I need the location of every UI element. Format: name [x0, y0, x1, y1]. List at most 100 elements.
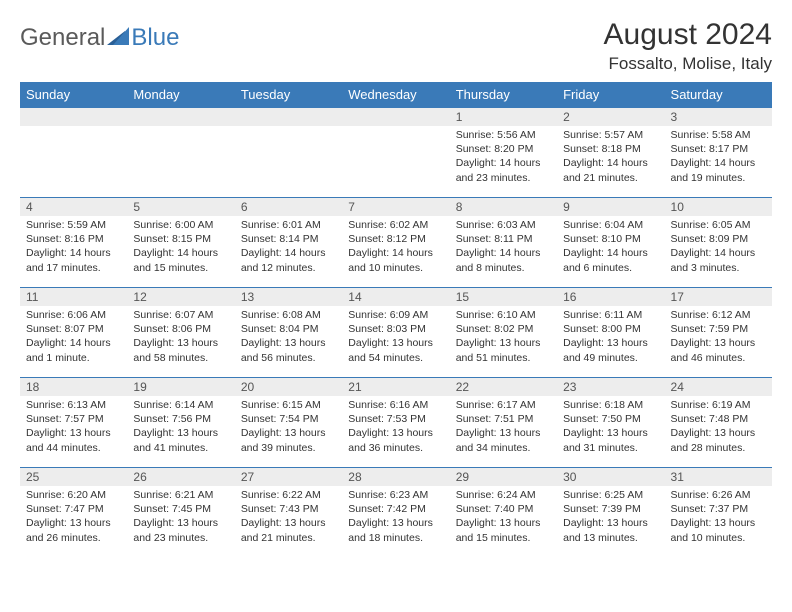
calendar-day-cell: 9Sunrise: 6:04 AMSunset: 8:10 PMDaylight…	[557, 198, 664, 288]
logo-word-1: General	[20, 24, 105, 52]
day-number: 4	[20, 198, 127, 216]
calendar-day-cell: 6Sunrise: 6:01 AMSunset: 8:14 PMDaylight…	[235, 198, 342, 288]
month-title: August 2024	[604, 18, 772, 52]
calendar-day-cell: 31Sunrise: 6:26 AMSunset: 7:37 PMDayligh…	[665, 468, 772, 558]
calendar-day-cell: 11Sunrise: 6:06 AMSunset: 8:07 PMDayligh…	[20, 288, 127, 378]
calendar-day-cell: 3Sunrise: 5:58 AMSunset: 8:17 PMDaylight…	[665, 108, 772, 198]
day-number: 6	[235, 198, 342, 216]
day-content: Sunrise: 6:10 AMSunset: 8:02 PMDaylight:…	[450, 306, 557, 371]
calendar-day-cell: 4Sunrise: 5:59 AMSunset: 8:16 PMDaylight…	[20, 198, 127, 288]
weekday-header: Saturday	[665, 82, 772, 108]
day-content: Sunrise: 6:05 AMSunset: 8:09 PMDaylight:…	[665, 216, 772, 281]
day-content: Sunrise: 6:24 AMSunset: 7:40 PMDaylight:…	[450, 486, 557, 551]
day-number: 24	[665, 378, 772, 396]
calendar-week-row: 4Sunrise: 5:59 AMSunset: 8:16 PMDaylight…	[20, 198, 772, 288]
calendar-week-row: 1Sunrise: 5:56 AMSunset: 8:20 PMDaylight…	[20, 108, 772, 198]
day-number: 31	[665, 468, 772, 486]
weekday-header-row: SundayMondayTuesdayWednesdayThursdayFrid…	[20, 82, 772, 108]
location: Fossalto, Molise, Italy	[604, 54, 772, 74]
day-content: Sunrise: 6:12 AMSunset: 7:59 PMDaylight:…	[665, 306, 772, 371]
day-content: Sunrise: 6:11 AMSunset: 8:00 PMDaylight:…	[557, 306, 664, 371]
calendar-day-cell: 27Sunrise: 6:22 AMSunset: 7:43 PMDayligh…	[235, 468, 342, 558]
calendar-table: SundayMondayTuesdayWednesdayThursdayFrid…	[20, 82, 772, 558]
day-content: Sunrise: 5:58 AMSunset: 8:17 PMDaylight:…	[665, 126, 772, 191]
calendar-day-cell	[235, 108, 342, 198]
day-number: 22	[450, 378, 557, 396]
day-number: 2	[557, 108, 664, 126]
day-number: 9	[557, 198, 664, 216]
calendar-day-cell	[342, 108, 449, 198]
day-content: Sunrise: 6:15 AMSunset: 7:54 PMDaylight:…	[235, 396, 342, 461]
calendar-day-cell: 16Sunrise: 6:11 AMSunset: 8:00 PMDayligh…	[557, 288, 664, 378]
day-content: Sunrise: 6:04 AMSunset: 8:10 PMDaylight:…	[557, 216, 664, 281]
calendar-day-cell: 19Sunrise: 6:14 AMSunset: 7:56 PMDayligh…	[127, 378, 234, 468]
day-number: 21	[342, 378, 449, 396]
day-number: 30	[557, 468, 664, 486]
day-content: Sunrise: 6:17 AMSunset: 7:51 PMDaylight:…	[450, 396, 557, 461]
day-content: Sunrise: 6:26 AMSunset: 7:37 PMDaylight:…	[665, 486, 772, 551]
day-number: 20	[235, 378, 342, 396]
calendar-day-cell: 26Sunrise: 6:21 AMSunset: 7:45 PMDayligh…	[127, 468, 234, 558]
calendar-day-cell: 24Sunrise: 6:19 AMSunset: 7:48 PMDayligh…	[665, 378, 772, 468]
calendar-day-cell	[127, 108, 234, 198]
calendar-week-row: 11Sunrise: 6:06 AMSunset: 8:07 PMDayligh…	[20, 288, 772, 378]
day-number	[342, 108, 449, 126]
day-content: Sunrise: 6:16 AMSunset: 7:53 PMDaylight:…	[342, 396, 449, 461]
day-number: 28	[342, 468, 449, 486]
calendar-day-cell: 13Sunrise: 6:08 AMSunset: 8:04 PMDayligh…	[235, 288, 342, 378]
logo-word-2: Blue	[131, 24, 179, 52]
day-number: 29	[450, 468, 557, 486]
day-content: Sunrise: 6:09 AMSunset: 8:03 PMDaylight:…	[342, 306, 449, 371]
calendar-day-cell: 1Sunrise: 5:56 AMSunset: 8:20 PMDaylight…	[450, 108, 557, 198]
calendar-day-cell: 21Sunrise: 6:16 AMSunset: 7:53 PMDayligh…	[342, 378, 449, 468]
day-content: Sunrise: 5:57 AMSunset: 8:18 PMDaylight:…	[557, 126, 664, 191]
logo: General Blue	[20, 18, 179, 52]
day-content: Sunrise: 5:56 AMSunset: 8:20 PMDaylight:…	[450, 126, 557, 191]
weekday-header: Tuesday	[235, 82, 342, 108]
day-content: Sunrise: 6:20 AMSunset: 7:47 PMDaylight:…	[20, 486, 127, 551]
day-content: Sunrise: 6:13 AMSunset: 7:57 PMDaylight:…	[20, 396, 127, 461]
weekday-header: Sunday	[20, 82, 127, 108]
day-content: Sunrise: 6:22 AMSunset: 7:43 PMDaylight:…	[235, 486, 342, 551]
day-content: Sunrise: 6:07 AMSunset: 8:06 PMDaylight:…	[127, 306, 234, 371]
day-content: Sunrise: 5:59 AMSunset: 8:16 PMDaylight:…	[20, 216, 127, 281]
day-number: 1	[450, 108, 557, 126]
day-number: 12	[127, 288, 234, 306]
day-content: Sunrise: 6:14 AMSunset: 7:56 PMDaylight:…	[127, 396, 234, 461]
calendar-day-cell: 28Sunrise: 6:23 AMSunset: 7:42 PMDayligh…	[342, 468, 449, 558]
calendar-day-cell: 5Sunrise: 6:00 AMSunset: 8:15 PMDaylight…	[127, 198, 234, 288]
day-content: Sunrise: 6:03 AMSunset: 8:11 PMDaylight:…	[450, 216, 557, 281]
calendar-day-cell: 23Sunrise: 6:18 AMSunset: 7:50 PMDayligh…	[557, 378, 664, 468]
day-content: Sunrise: 6:06 AMSunset: 8:07 PMDaylight:…	[20, 306, 127, 371]
day-content: Sunrise: 6:21 AMSunset: 7:45 PMDaylight:…	[127, 486, 234, 551]
title-block: August 2024 Fossalto, Molise, Italy	[604, 18, 772, 74]
day-number: 7	[342, 198, 449, 216]
day-number: 27	[235, 468, 342, 486]
calendar-day-cell: 2Sunrise: 5:57 AMSunset: 8:18 PMDaylight…	[557, 108, 664, 198]
calendar-day-cell: 29Sunrise: 6:24 AMSunset: 7:40 PMDayligh…	[450, 468, 557, 558]
calendar-day-cell: 10Sunrise: 6:05 AMSunset: 8:09 PMDayligh…	[665, 198, 772, 288]
calendar-day-cell: 25Sunrise: 6:20 AMSunset: 7:47 PMDayligh…	[20, 468, 127, 558]
day-content: Sunrise: 6:23 AMSunset: 7:42 PMDaylight:…	[342, 486, 449, 551]
day-number: 11	[20, 288, 127, 306]
calendar-day-cell: 20Sunrise: 6:15 AMSunset: 7:54 PMDayligh…	[235, 378, 342, 468]
day-number: 14	[342, 288, 449, 306]
day-content: Sunrise: 6:08 AMSunset: 8:04 PMDaylight:…	[235, 306, 342, 371]
day-content: Sunrise: 6:18 AMSunset: 7:50 PMDaylight:…	[557, 396, 664, 461]
day-content: Sunrise: 6:19 AMSunset: 7:48 PMDaylight:…	[665, 396, 772, 461]
calendar-day-cell: 7Sunrise: 6:02 AMSunset: 8:12 PMDaylight…	[342, 198, 449, 288]
calendar-day-cell: 22Sunrise: 6:17 AMSunset: 7:51 PMDayligh…	[450, 378, 557, 468]
day-content: Sunrise: 6:02 AMSunset: 8:12 PMDaylight:…	[342, 216, 449, 281]
logo-triangle-icon	[107, 27, 129, 50]
calendar-day-cell: 17Sunrise: 6:12 AMSunset: 7:59 PMDayligh…	[665, 288, 772, 378]
calendar-day-cell: 15Sunrise: 6:10 AMSunset: 8:02 PMDayligh…	[450, 288, 557, 378]
calendar-day-cell: 14Sunrise: 6:09 AMSunset: 8:03 PMDayligh…	[342, 288, 449, 378]
day-number: 25	[20, 468, 127, 486]
day-number: 16	[557, 288, 664, 306]
calendar-day-cell: 30Sunrise: 6:25 AMSunset: 7:39 PMDayligh…	[557, 468, 664, 558]
day-number	[127, 108, 234, 126]
calendar-day-cell: 8Sunrise: 6:03 AMSunset: 8:11 PMDaylight…	[450, 198, 557, 288]
calendar-day-cell: 18Sunrise: 6:13 AMSunset: 7:57 PMDayligh…	[20, 378, 127, 468]
day-number: 19	[127, 378, 234, 396]
day-content: Sunrise: 6:01 AMSunset: 8:14 PMDaylight:…	[235, 216, 342, 281]
